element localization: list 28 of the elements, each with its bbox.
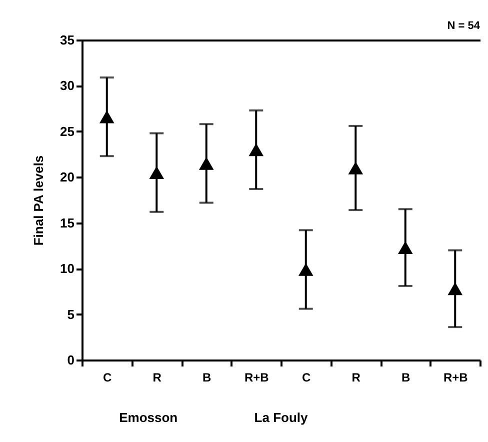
point [398,241,413,254]
text: Emosson [119,410,178,425]
y-tick-label: 10 [60,261,74,276]
y-axis-title: Final PA levels [31,155,46,246]
point [149,166,164,179]
text: N = 54 [447,20,481,32]
point [298,263,314,276]
x-tick-label: R [152,370,162,384]
point [348,162,364,174]
x-tick-label: R [352,370,361,384]
x-tick-label: C [103,370,112,384]
y-tick-label: 5 [67,306,74,322]
x-tick-label: R+B [443,370,468,384]
text: La Fouly [254,410,308,425]
y-tick-label: 0 [67,352,74,368]
y-tick-label: 15 [60,215,74,230]
x-tick-label: B [202,370,212,384]
point [198,157,214,170]
x-tick-label: B [402,370,411,384]
x-tick-label: C [302,370,312,384]
point [448,282,463,296]
point [99,110,114,124]
y-tick-label: 30 [60,78,74,94]
y-tick-label: 25 [60,124,74,139]
point [248,143,264,156]
y-tick-label: 35 [60,32,74,48]
y-tick-label: 20 [60,170,74,185]
x-tick-label: R+B [244,370,270,384]
